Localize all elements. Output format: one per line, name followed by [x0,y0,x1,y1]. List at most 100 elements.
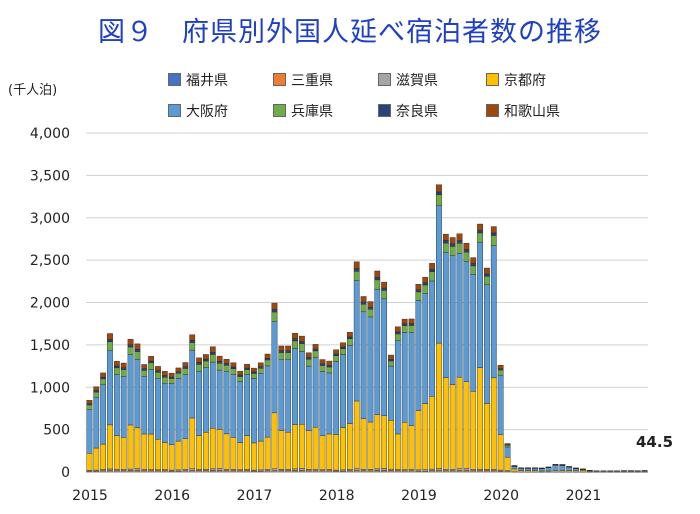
bar-segment [436,191,442,195]
bar-segment [251,373,257,379]
bar-segment [477,232,483,243]
bar-segment [319,435,326,470]
y-tick-label: 3,500 [30,168,70,184]
bar-segment [100,384,107,445]
bar-segment [442,233,449,241]
bar-segment [353,400,360,469]
bar-segment [292,468,298,471]
bar-segment [477,367,483,470]
bar-segment [401,325,408,333]
month-bar [155,366,161,473]
bar-segment [134,343,141,350]
bar-segment [257,366,264,369]
bar-segment [394,326,401,333]
bar-segment [634,470,641,472]
bar-segment [285,352,292,360]
month-bar [353,261,360,473]
bar-segment [353,468,360,471]
legend-label: 奈良県 [396,104,438,120]
bar-segment [381,468,388,471]
bar-segment [408,318,415,324]
bar-segment [415,291,422,301]
bar-segment [497,369,504,376]
bar-segment [532,467,538,469]
bar-segment [319,365,326,372]
month-bar [326,360,333,473]
bar-segment [93,391,100,398]
y-tick-label: 0 [61,465,70,481]
bar-segment [580,468,586,470]
bar-segment [120,362,127,368]
bar-segment [168,376,175,379]
bar-segment [401,422,408,470]
bar-segment [216,363,223,371]
bar-segment [196,370,202,436]
month-bar [230,362,237,473]
month-bar [511,465,518,473]
month-bar [257,362,264,473]
month-bar [449,237,456,473]
legend-item: 奈良県 [378,101,438,121]
bar-segment [641,470,648,472]
y-tick-label: 500 [43,423,70,439]
bar-segment [155,439,161,470]
bar-segment [429,271,435,282]
bar-segment [189,342,196,351]
bar-segment [203,469,209,472]
month-bar [127,339,134,473]
bar-segment [223,365,230,372]
month-bar [196,357,202,473]
y-tick-label: 1,000 [30,380,70,396]
month-bar [394,326,401,473]
month-bar [456,233,463,473]
bar-segment [442,242,449,253]
bar-segment [148,433,154,470]
bar-segment [127,354,134,426]
bar-segment [470,469,477,472]
bar-segment [141,364,148,369]
month-bar [340,342,346,473]
bar-segment [436,194,442,207]
bar-segment [237,381,244,443]
bar-segment [251,371,257,374]
bar-segment [93,396,100,449]
bar-segment [196,469,202,472]
bar-segment [319,371,326,437]
legend-item: 三重県 [273,70,333,90]
bar-segment [477,469,483,472]
month-bar [346,332,353,473]
bar-segment [442,252,449,378]
month-bar [305,352,312,473]
bar-segment [346,423,353,470]
bar-segment [244,367,250,370]
month-bar [442,233,449,473]
bar-segment [319,363,326,366]
legend-swatch [168,73,181,86]
bar-segment [456,376,463,469]
bar-segment [340,348,346,355]
bar-segment [381,415,388,469]
bar-segment [607,470,614,472]
bar-segment [511,468,518,472]
month-bar [148,356,154,473]
bar-segment [436,205,442,344]
bar-segment [360,303,367,313]
bar-segment [299,341,305,344]
bar-segment [627,470,634,472]
bar-segment [251,367,257,373]
bar-segment [367,421,374,470]
bar-segment [333,349,340,355]
month-bar [251,367,257,473]
bar-segment [408,425,415,470]
month-bar [388,354,394,473]
bar-segment [312,357,319,428]
bar-segment [353,271,360,281]
bar-segment [141,368,148,371]
month-bar [367,301,374,473]
bar-segment [360,311,367,419]
bar-segment [559,464,566,466]
bar-segment [148,360,154,364]
bar-segment [230,368,237,375]
bar-segment [278,469,285,472]
